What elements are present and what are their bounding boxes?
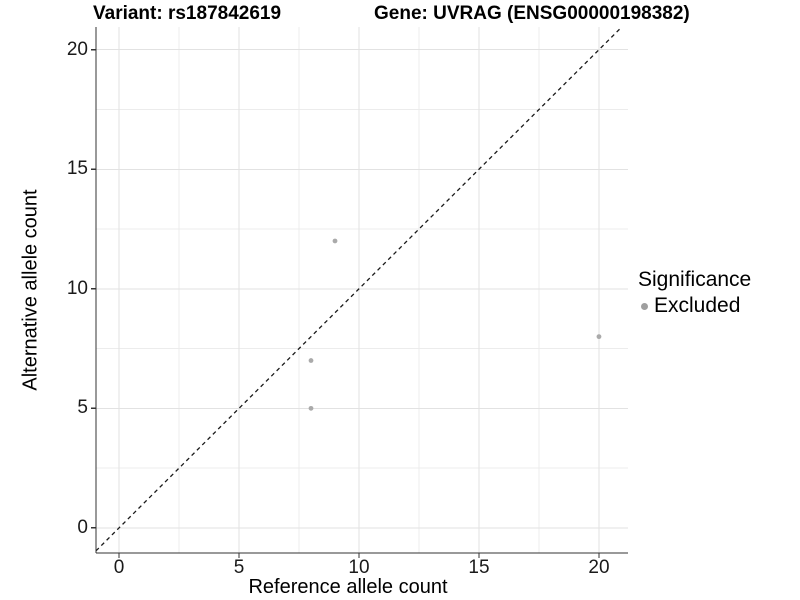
data-point [332,238,338,244]
y-axis-tick-label: 10 [66,277,88,299]
x-axis-tick-label: 0 [113,557,125,578]
legend-item-excluded: Excluded [638,294,751,318]
y-axis-tick-label: 20 [66,38,88,60]
x-axis-tick-label: 15 [468,557,490,578]
legend-item-label: Excluded [654,294,741,317]
x-axis-tick-label: 10 [348,557,370,578]
legend: Significance Excluded [638,268,751,318]
x-axis-tick-label: 5 [233,557,245,578]
plot-title-gene: Gene: UVRAG (ENSG00000198382) [374,3,690,24]
y-axis-tick-label: 15 [66,158,88,180]
data-point [596,334,602,340]
y-axis-tick-label: 0 [77,516,88,538]
x-axis-title: Reference allele count [248,576,448,598]
legend-title: Significance [638,268,752,291]
plot-title-variant: Variant: rs187842619 [93,3,282,24]
y-axis-tick-label: 5 [77,397,88,419]
legend-point-icon [641,302,648,310]
data-point [308,405,314,411]
x-axis-tick-label: 20 [588,557,610,578]
data-point [308,358,314,363]
